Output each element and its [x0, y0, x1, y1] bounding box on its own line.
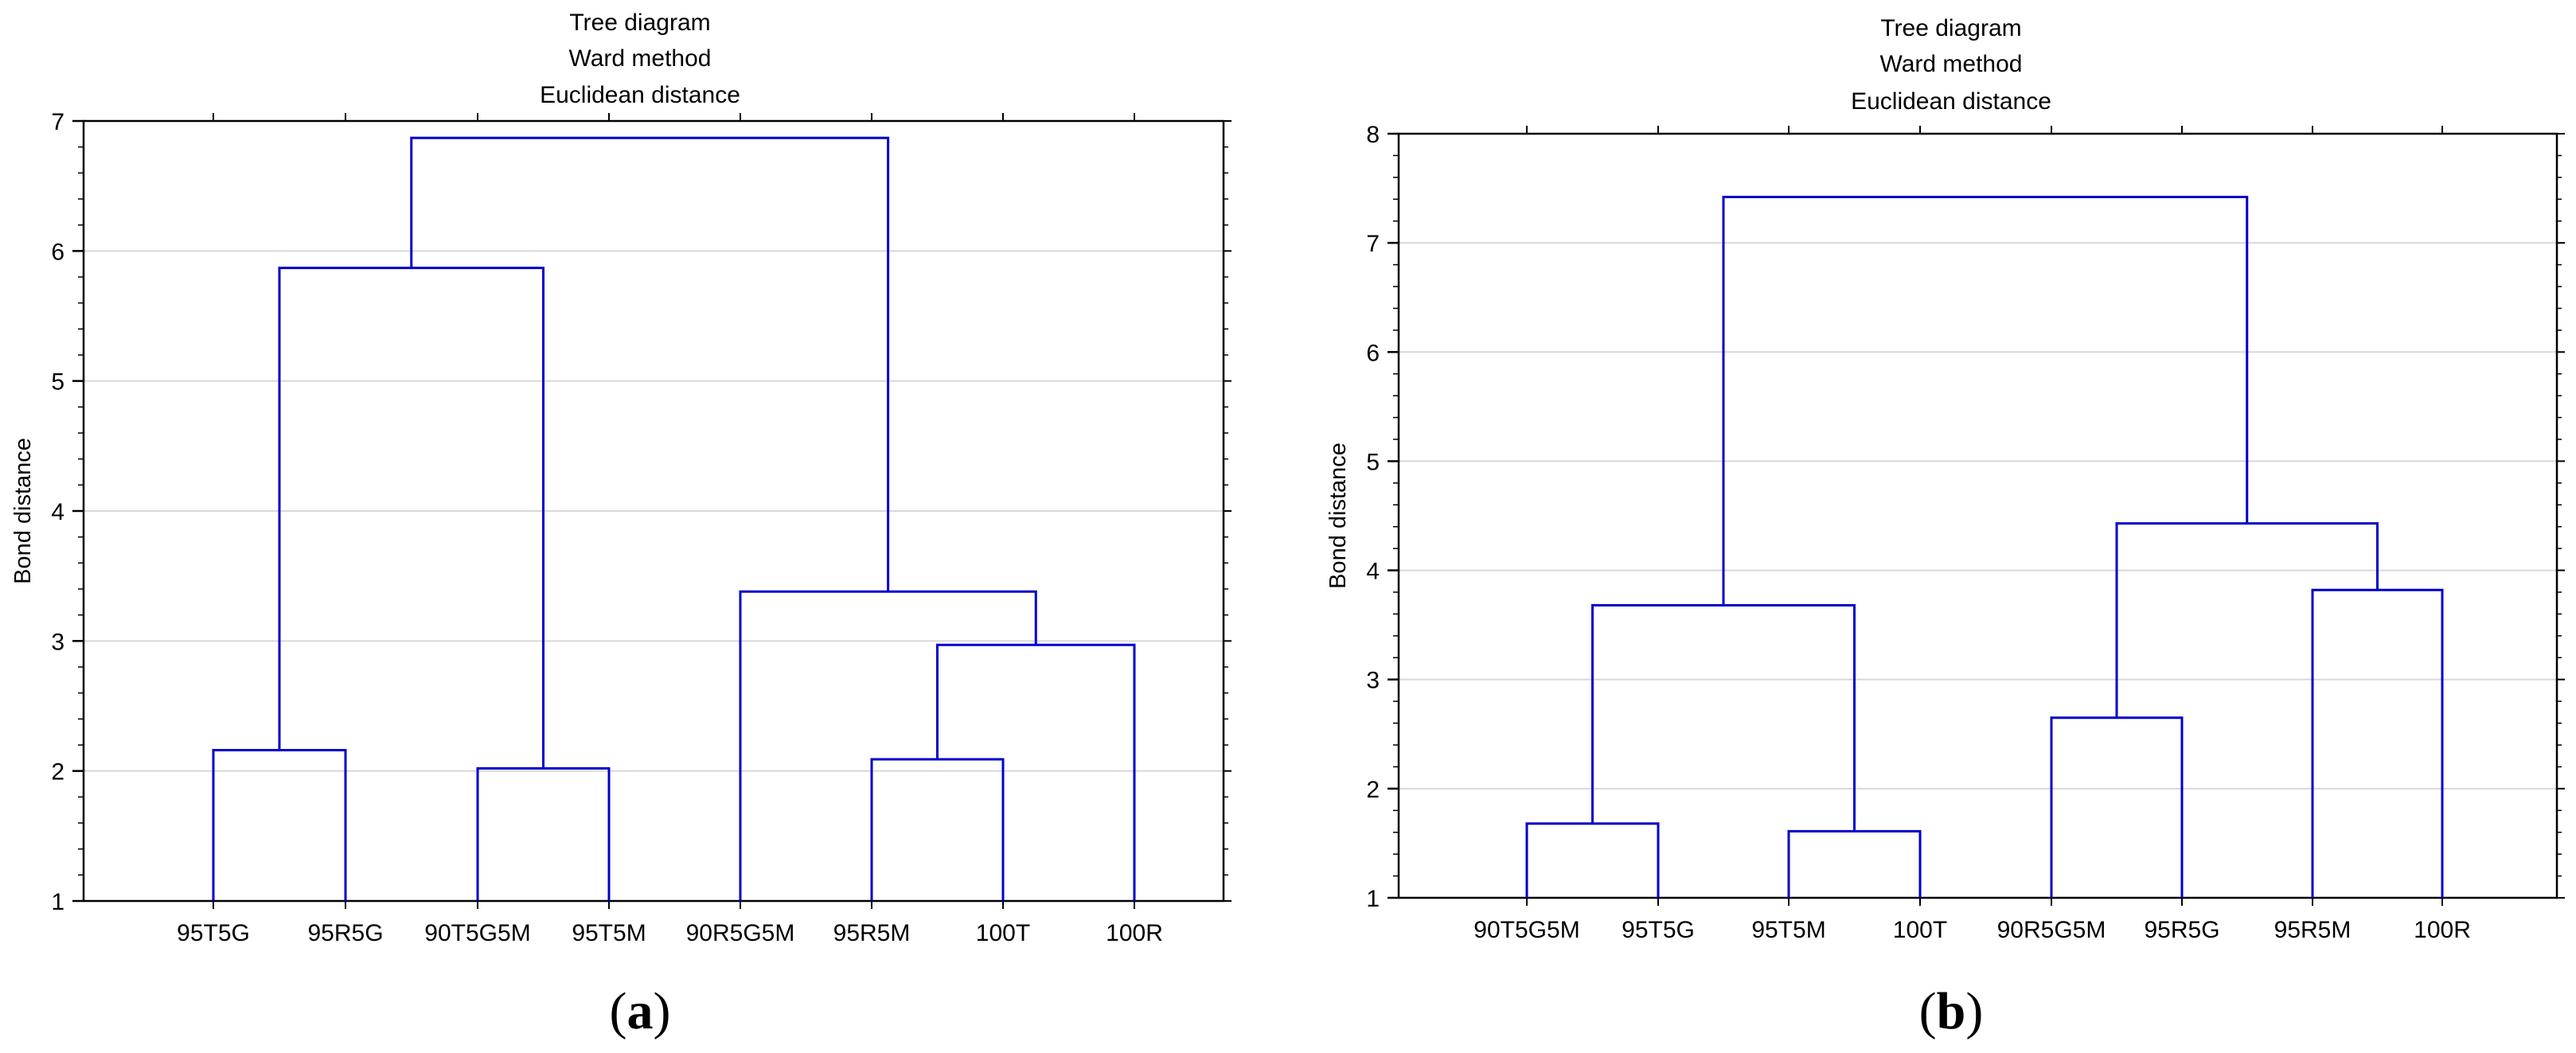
- chart-title-line: Euclidean distance: [1851, 88, 2051, 115]
- chart-title-line: Tree diagram: [1880, 15, 2021, 41]
- dendrogram-link: [278, 267, 544, 769]
- leaf-label: 95R5G: [2144, 917, 2219, 943]
- y-axis-label: Bond distance: [1325, 443, 1351, 589]
- leaf-label: 95T5G: [1622, 917, 1695, 943]
- dendrogram-link: [1525, 822, 1660, 898]
- plot-frame: [1397, 132, 2558, 899]
- dendrogram-link: [212, 749, 347, 901]
- dendrogram-link: [1787, 829, 1922, 898]
- y-tick-label: 1: [1366, 886, 1380, 912]
- chart-title-line: Euclidean distance: [540, 82, 740, 108]
- y-tick-label: 7: [51, 109, 64, 135]
- dendrogram-link: [410, 136, 890, 592]
- y-tick-label: 4: [1366, 559, 1380, 585]
- panel-label-letter: a: [627, 982, 654, 1040]
- leaf-label: 90T5G5M: [424, 920, 530, 946]
- y-axis-label: Bond distance: [10, 438, 36, 584]
- leaf-label: 90R5G5M: [686, 920, 795, 946]
- y-tick-label: 5: [51, 369, 64, 396]
- panel-label-open: (: [610, 982, 627, 1040]
- dendrogram-link: [1722, 196, 2249, 606]
- panel-label: (a): [610, 982, 671, 1040]
- leaf-label: 90R5G5M: [1997, 917, 2106, 943]
- panel-label-letter: b: [1937, 982, 1966, 1040]
- dendrogram-link: [2050, 716, 2184, 898]
- dendrogram-link: [870, 758, 1005, 901]
- panel-label-close: ): [1965, 982, 1983, 1040]
- leaf-label: 100T: [976, 920, 1030, 946]
- leaf-label: 100R: [1106, 920, 1163, 946]
- panel-label: (b): [1919, 982, 1984, 1040]
- y-tick-label: 3: [51, 629, 64, 655]
- y-tick-label: 6: [51, 239, 64, 265]
- dendrogram-link: [739, 590, 1037, 901]
- dendrogram-link: [2115, 522, 2379, 718]
- leaf-label: 95T5M: [572, 920, 646, 946]
- chart-title-line: Ward method: [1880, 51, 2023, 77]
- leaf-label: 100R: [2414, 917, 2471, 943]
- leaf-label: 100T: [1893, 917, 1947, 943]
- dendrogram-link: [936, 643, 1136, 901]
- y-tick-label: 2: [1366, 777, 1380, 803]
- y-tick-label: 6: [1366, 340, 1380, 366]
- y-tick-label: 4: [51, 499, 64, 525]
- y-tick-label: 7: [1366, 231, 1380, 257]
- panel-a: Tree diagram Ward method Euclidean distanc…: [10, 10, 1231, 1040]
- y-tick-label: 5: [1366, 449, 1380, 475]
- dendrogram-link: [2311, 588, 2444, 898]
- dendrogram-link: [1591, 603, 1856, 832]
- chart-title-line: Tree diagram: [569, 10, 710, 36]
- leaf-label: 95R5M: [833, 920, 911, 946]
- panel-label-open: (: [1919, 982, 1937, 1040]
- dendrogram-link: [476, 766, 611, 901]
- leaf-label: 95R5G: [307, 920, 383, 946]
- panel-b: Tree diagram Ward method Euclidean distanc…: [1325, 15, 2565, 1040]
- y-tick-label: 8: [1366, 122, 1380, 148]
- chart-title-line: Ward method: [569, 45, 712, 72]
- leaf-label: 95R5M: [2274, 917, 2352, 943]
- leaf-label: 90T5G5M: [1473, 917, 1579, 943]
- leaf-label: 95T5G: [177, 920, 250, 946]
- y-tick-label: 1: [51, 889, 64, 915]
- y-tick-label: 3: [1366, 668, 1380, 694]
- leaf-label: 95T5M: [1751, 917, 1825, 943]
- panel-label-close: ): [654, 982, 671, 1040]
- y-tick-label: 2: [51, 759, 64, 786]
